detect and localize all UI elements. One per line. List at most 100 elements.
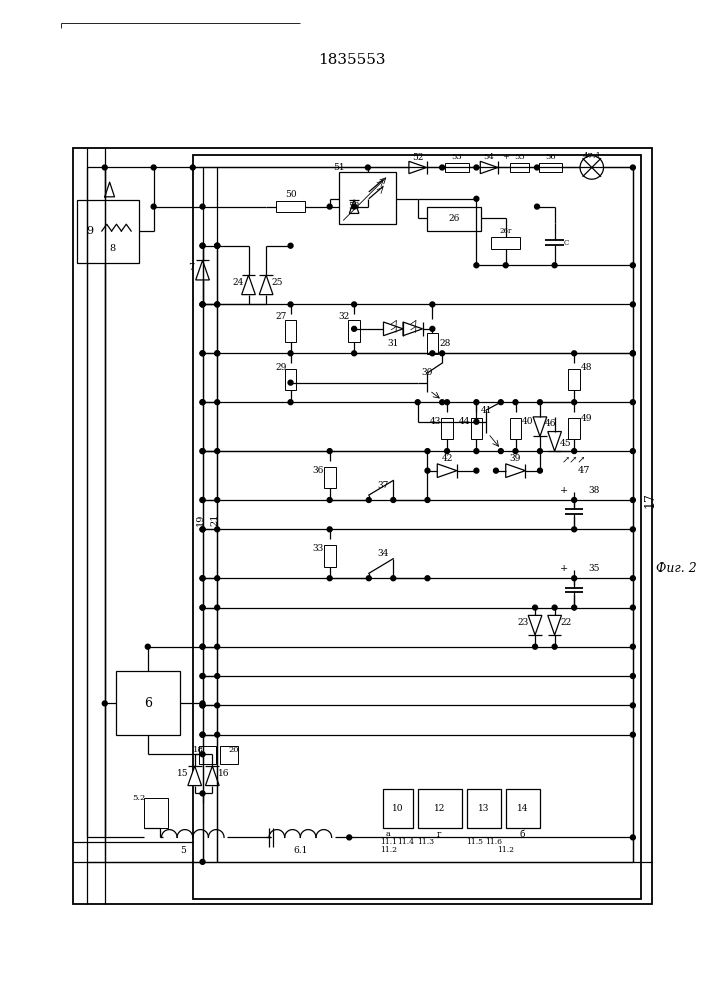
Text: 33: 33 (312, 544, 324, 553)
Text: а: а (386, 830, 391, 838)
Circle shape (151, 204, 156, 209)
Text: 53: 53 (349, 202, 360, 211)
Text: +: + (560, 486, 568, 495)
Bar (77, 200, 139, 263)
Circle shape (631, 835, 636, 840)
Circle shape (534, 165, 539, 170)
Circle shape (474, 196, 479, 201)
Text: 47: 47 (578, 466, 590, 475)
Polygon shape (528, 615, 542, 635)
Text: 26r: 26r (500, 227, 512, 235)
Circle shape (215, 243, 220, 248)
Circle shape (498, 449, 503, 454)
Bar (193, 155, 641, 899)
Circle shape (200, 605, 205, 610)
Circle shape (445, 449, 450, 454)
Circle shape (552, 605, 557, 610)
Circle shape (631, 165, 636, 170)
Circle shape (532, 605, 537, 610)
Circle shape (200, 674, 205, 678)
Circle shape (146, 644, 150, 649)
Circle shape (200, 644, 205, 649)
Circle shape (215, 576, 220, 581)
Circle shape (552, 644, 557, 649)
Circle shape (327, 576, 332, 581)
Circle shape (631, 732, 636, 737)
Bar (383, 789, 413, 828)
Text: 5: 5 (180, 846, 186, 855)
Circle shape (351, 302, 356, 307)
Circle shape (430, 302, 435, 307)
Circle shape (440, 165, 445, 170)
Polygon shape (383, 322, 403, 336)
Circle shape (200, 351, 205, 356)
Circle shape (513, 449, 518, 454)
Circle shape (493, 468, 498, 473)
Circle shape (425, 449, 430, 454)
Circle shape (200, 752, 205, 757)
Circle shape (631, 527, 636, 532)
Text: 12: 12 (433, 804, 445, 813)
Bar (199, 746, 216, 764)
Polygon shape (206, 766, 219, 786)
Circle shape (200, 644, 205, 649)
Polygon shape (403, 322, 423, 336)
Circle shape (474, 449, 479, 454)
Circle shape (347, 835, 351, 840)
Text: 20: 20 (228, 746, 239, 754)
Text: 11.1: 11.1 (380, 838, 397, 846)
Circle shape (366, 498, 371, 502)
Circle shape (351, 326, 356, 331)
Circle shape (327, 204, 332, 209)
Circle shape (631, 674, 636, 678)
Circle shape (200, 701, 205, 706)
Bar (285, 320, 296, 342)
Circle shape (215, 302, 220, 307)
Text: 29: 29 (275, 363, 286, 372)
Circle shape (200, 527, 205, 532)
Text: +: + (502, 153, 509, 161)
Circle shape (200, 674, 205, 678)
Circle shape (215, 449, 220, 454)
Text: 47.1: 47.1 (583, 152, 601, 160)
Circle shape (366, 576, 371, 581)
Bar (428, 207, 481, 231)
Circle shape (366, 165, 370, 170)
Text: 39: 39 (510, 454, 521, 463)
Text: 37: 37 (378, 481, 389, 490)
Circle shape (200, 204, 205, 209)
Text: 53: 53 (452, 153, 462, 161)
Circle shape (391, 576, 396, 581)
Circle shape (215, 302, 220, 307)
Circle shape (215, 351, 220, 356)
Circle shape (572, 527, 577, 532)
Circle shape (200, 302, 205, 307)
Text: 26: 26 (448, 214, 460, 223)
Text: 19: 19 (196, 513, 205, 526)
Circle shape (631, 351, 636, 356)
Circle shape (288, 243, 293, 248)
Text: 13: 13 (477, 804, 489, 813)
Text: +: + (560, 564, 568, 573)
Circle shape (200, 703, 205, 708)
Polygon shape (409, 161, 426, 174)
Text: 10: 10 (392, 804, 404, 813)
Circle shape (425, 468, 430, 473)
Bar (539, 163, 563, 172)
Circle shape (572, 351, 577, 356)
Circle shape (425, 576, 430, 581)
Circle shape (498, 400, 503, 405)
Text: 27: 27 (275, 312, 286, 321)
Text: 25: 25 (271, 278, 283, 287)
Text: 46: 46 (545, 419, 556, 428)
Circle shape (572, 449, 577, 454)
Circle shape (430, 326, 435, 331)
Text: 32: 32 (339, 312, 350, 321)
Circle shape (200, 302, 205, 307)
Circle shape (503, 263, 508, 268)
Circle shape (200, 791, 205, 796)
Circle shape (288, 400, 293, 405)
Circle shape (537, 400, 542, 405)
Circle shape (631, 703, 636, 708)
Circle shape (200, 351, 205, 356)
